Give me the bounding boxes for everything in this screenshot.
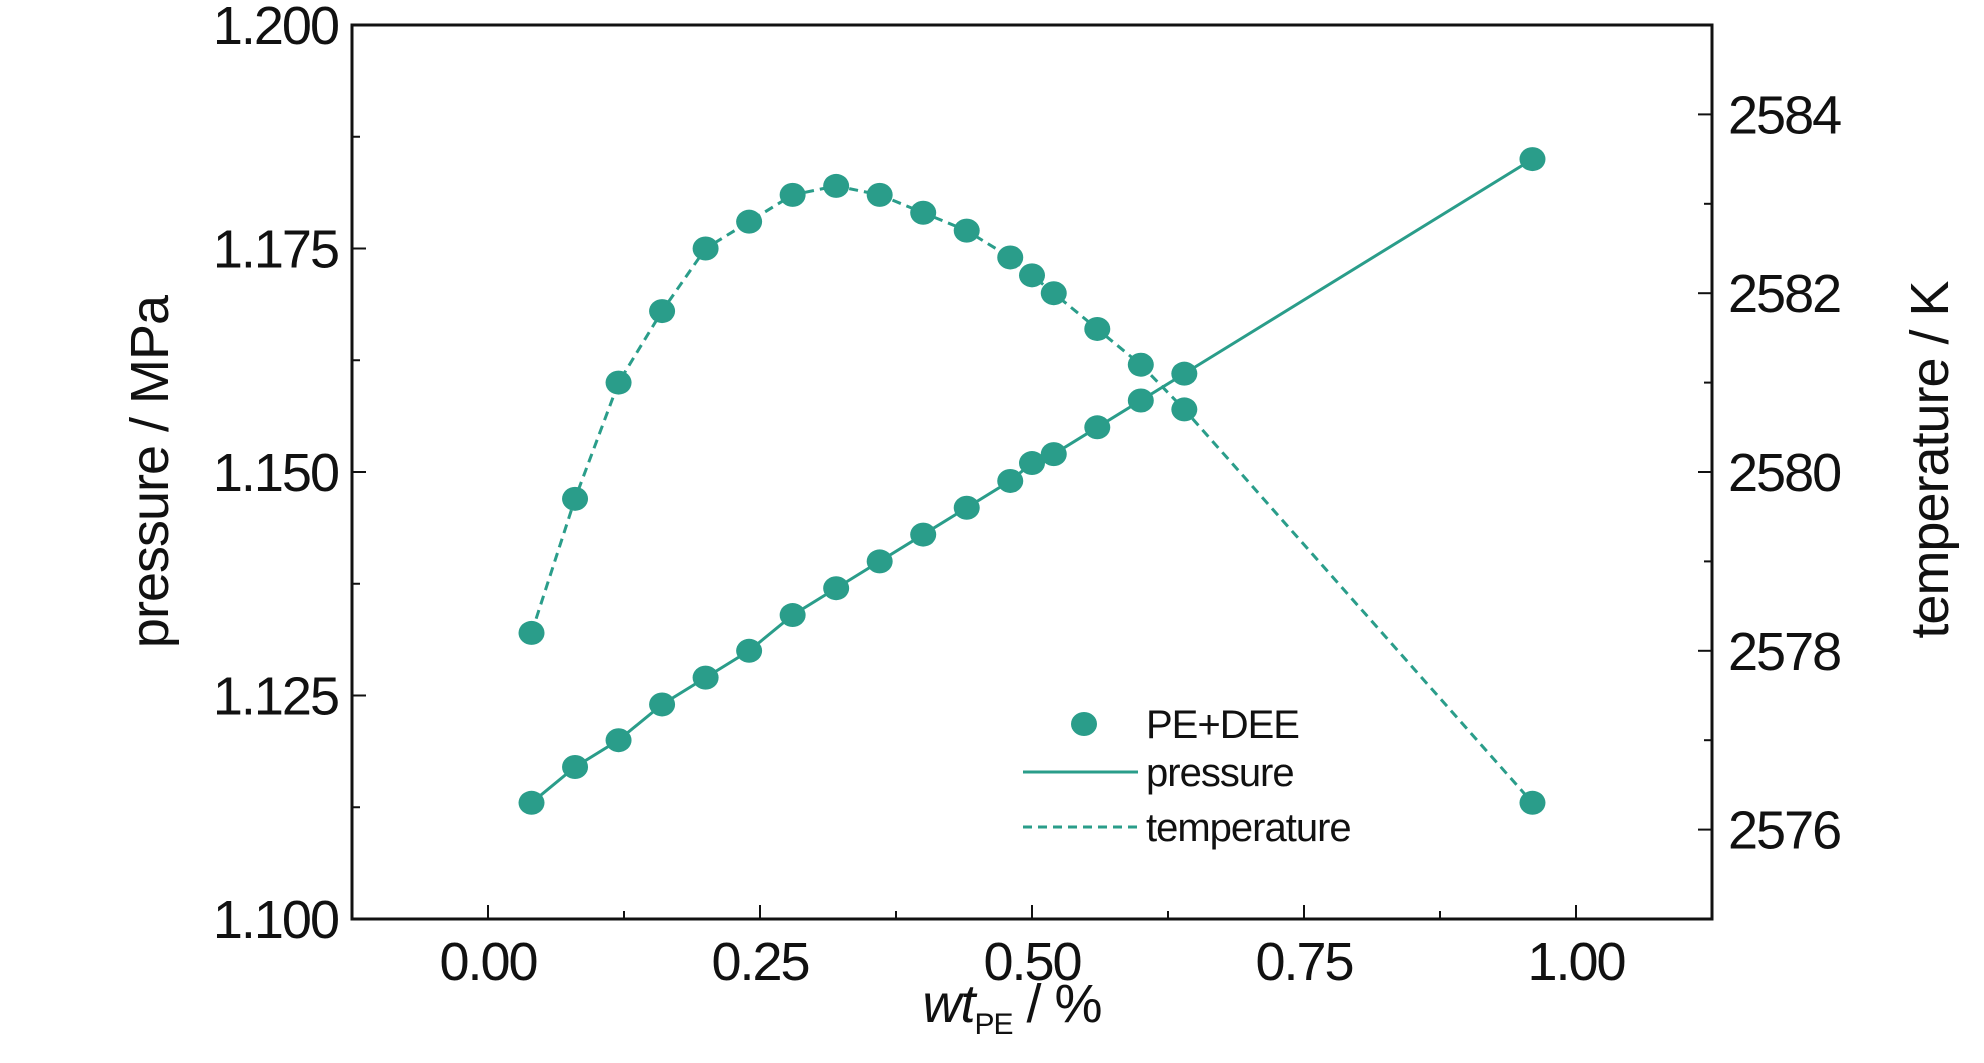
right-axis-ticks: 2576 2578 2580 2582 2584 — [1698, 85, 1843, 861]
right-axis-title: temperature / K — [1900, 280, 1960, 638]
pressure-point — [1084, 415, 1111, 440]
temperature-line — [530, 184, 1534, 804]
right-tick-label: 2584 — [1728, 85, 1841, 145]
x-axis-title: wtPE / % — [922, 974, 1101, 1041]
legend-solid-label: pressure — [1146, 751, 1294, 795]
legend-marker-label: PE+DEE — [1146, 703, 1299, 747]
temperature-point — [910, 200, 937, 225]
pressure-point — [649, 692, 676, 717]
pressure-point — [1040, 442, 1067, 467]
x-axis-ticks: 0.00 0.25 0.50 0.75 1.00 — [351, 905, 1713, 992]
temperature-point — [736, 209, 763, 234]
temperature-point — [1084, 316, 1111, 341]
pressure-point — [866, 549, 893, 574]
x-tick-label: 0.50 — [983, 932, 1080, 992]
pressure-point — [953, 495, 980, 520]
temperature-point — [823, 173, 850, 198]
temperature-point — [1519, 790, 1546, 815]
x-tick-label: 0.25 — [711, 932, 808, 992]
left-tick-label: 1.100 — [213, 890, 338, 950]
pressure-point — [779, 603, 806, 628]
temperature-point — [779, 182, 806, 207]
pressure-point — [518, 790, 545, 815]
left-tick-label: 1.175 — [213, 220, 338, 280]
pressure-point — [736, 638, 763, 663]
series-points — [518, 147, 1546, 815]
left-axis-title: pressure / MPa — [120, 294, 180, 648]
legend: PE+DEE pressure temperature — [1023, 703, 1352, 850]
pressure-line — [530, 157, 1534, 804]
temperature-point — [692, 236, 719, 261]
temperature-point — [1171, 397, 1198, 422]
pressure-point — [692, 665, 719, 690]
temperature-point — [1127, 352, 1154, 377]
temperature-point — [605, 370, 632, 395]
temperature-point — [649, 299, 676, 324]
legend-dashed-label: temperature — [1146, 806, 1351, 850]
right-tick-label: 2578 — [1728, 622, 1840, 682]
temperature-point — [1040, 281, 1067, 306]
legend-marker-symbol — [1071, 712, 1097, 736]
pressure-point — [1519, 147, 1546, 172]
pressure-point — [605, 728, 632, 753]
left-axis-ticks: 1.100 1.125 1.150 1.175 1.200 — [213, 0, 366, 950]
left-tick-label: 1.125 — [213, 667, 338, 727]
x-tick-label: 0.75 — [1255, 932, 1352, 992]
right-tick-label: 2580 — [1728, 443, 1840, 503]
pressure-point — [823, 576, 850, 601]
left-tick-label: 1.150 — [213, 443, 338, 503]
x-tick-label: 1.00 — [1527, 932, 1624, 992]
temperature-point — [866, 182, 893, 207]
x-tick-label: 0.00 — [439, 932, 536, 992]
temperature-point — [953, 218, 980, 243]
left-tick-label: 1.200 — [213, 0, 338, 56]
pressure-point — [1127, 388, 1154, 413]
series-lines — [530, 157, 1534, 804]
temperature-point — [518, 620, 545, 645]
temperature-point — [562, 486, 589, 511]
temperature-point — [1019, 263, 1045, 288]
temperature-point — [997, 245, 1024, 270]
pressure-point — [997, 468, 1024, 493]
pressure-point — [1019, 451, 1045, 476]
pressure-point — [1171, 361, 1198, 386]
pressure-point — [562, 755, 589, 780]
right-tick-label: 2582 — [1728, 264, 1840, 324]
pressure-point — [910, 522, 937, 547]
right-tick-label: 2576 — [1728, 801, 1840, 861]
